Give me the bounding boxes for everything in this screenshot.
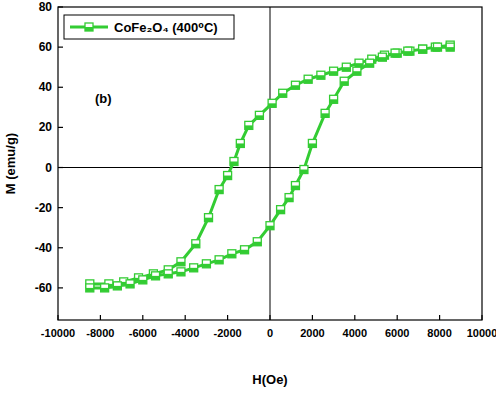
data-point [378, 53, 386, 61]
x-tick-label: -4000 [171, 327, 199, 339]
y-tick-label: 60 [39, 40, 53, 54]
x-tick-label: 10000 [467, 327, 496, 339]
data-point [355, 59, 363, 67]
data-point [205, 214, 213, 222]
data-point [224, 172, 232, 180]
x-tick [397, 315, 398, 320]
data-point [241, 246, 249, 254]
data-point [419, 45, 427, 53]
data-point [230, 157, 238, 165]
y-tick-label: 80 [39, 0, 53, 14]
y-tick [58, 87, 63, 88]
y-tick [58, 207, 63, 208]
data-point [245, 121, 253, 129]
data-point [126, 280, 134, 288]
data-point [446, 43, 454, 51]
data-point [300, 166, 308, 174]
plot-frame [58, 7, 482, 320]
y-tick [58, 247, 63, 248]
series-line [90, 45, 450, 288]
legend-box [64, 15, 234, 39]
y-tick-label: 40 [39, 80, 53, 94]
data-point [366, 59, 374, 67]
x-tick [312, 315, 313, 320]
data-point [177, 258, 185, 266]
data-point [236, 139, 244, 147]
y-tick-label: -20 [35, 201, 53, 215]
y-tick-label: 20 [39, 120, 53, 134]
data-point [86, 284, 94, 292]
x-tick-label: -2000 [214, 327, 242, 339]
data-point [177, 268, 185, 276]
data-point [321, 109, 329, 117]
data-point [330, 95, 338, 103]
data-point [433, 43, 441, 51]
x-tick [57, 315, 58, 320]
data-point [253, 238, 261, 246]
x-tick [481, 315, 482, 320]
data-point [391, 49, 399, 57]
data-point [215, 256, 223, 264]
x-axis-label: H(Oe) [252, 372, 287, 387]
x-tick-label: 6000 [385, 327, 409, 339]
data-point [139, 276, 147, 284]
y-tick [58, 6, 63, 7]
x-tick-label: 8000 [427, 327, 451, 339]
x-tick-label: 4000 [343, 327, 367, 339]
data-point [113, 282, 121, 290]
data-point [192, 240, 200, 248]
data-point [317, 71, 325, 79]
data-point [304, 75, 312, 83]
data-point [291, 182, 299, 190]
data-point [353, 67, 361, 75]
data-point [228, 250, 236, 258]
x-tick [354, 315, 355, 320]
data-point [202, 260, 210, 268]
data-point [279, 89, 287, 97]
data-point [268, 99, 276, 107]
zero-line-x [270, 7, 271, 320]
data-point [342, 63, 350, 71]
legend-marker [85, 23, 93, 31]
annotation: (b) [95, 91, 112, 106]
data-point [215, 186, 223, 194]
x-tick [439, 315, 440, 320]
data-point [152, 272, 160, 280]
legend: CoFe₂O₄ (400⁰C) [64, 15, 234, 39]
x-tick-label: -10000 [41, 327, 75, 339]
x-tick-label: 0 [267, 327, 273, 339]
y-axis-label: M (emu/g) [3, 133, 18, 194]
data-point [308, 139, 316, 147]
legend-label: CoFe₂O₄ (400⁰C) [114, 20, 218, 35]
data-point [101, 284, 109, 292]
x-tick [185, 315, 186, 320]
x-tick-label: -6000 [129, 327, 157, 339]
chart-container: -10000 -8000 -6000 -4000 -2000 0 2000 4000 6000 8… [0, 0, 496, 399]
data-point [404, 47, 412, 55]
data-point [419, 45, 427, 53]
data-point [277, 206, 285, 214]
data-point [164, 270, 172, 278]
x-tick [100, 315, 101, 320]
y-tick [58, 47, 63, 48]
data-point [285, 194, 293, 202]
data-point [190, 264, 198, 272]
y-tick [58, 287, 63, 288]
data-point [255, 111, 263, 119]
y-tick-label: -40 [35, 241, 53, 255]
zero-line-y [58, 167, 482, 168]
x-tick-label: 2000 [300, 327, 324, 339]
data-point [291, 81, 299, 89]
data-point [266, 222, 274, 230]
x-tick [142, 315, 143, 320]
y-tick [58, 127, 63, 128]
y-tick-label: -60 [35, 281, 53, 295]
y-tick-label: 0 [45, 161, 52, 175]
data-point [330, 67, 338, 75]
data-point [340, 77, 348, 85]
x-tick [227, 315, 228, 320]
plot-area [86, 41, 454, 292]
x-tick-label: -8000 [86, 327, 114, 339]
chart-svg: -10000 -8000 -6000 -4000 -2000 0 2000 4000 6000 8… [0, 0, 496, 399]
